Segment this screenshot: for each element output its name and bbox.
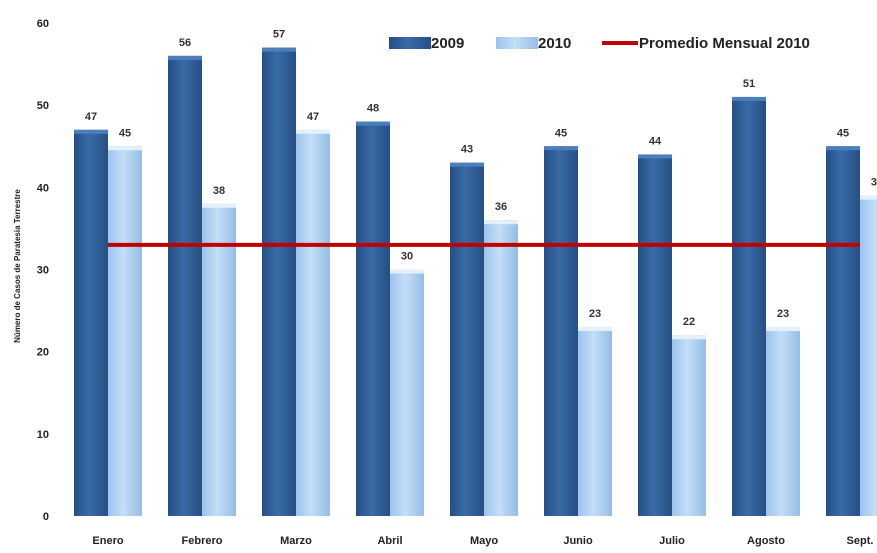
bar-2009 bbox=[262, 47, 296, 517]
x-tick-label: Enero bbox=[92, 535, 123, 547]
bar-2010-top-face bbox=[202, 203, 236, 208]
x-tick-label: Febrero bbox=[182, 535, 223, 547]
legend-item-2009-label: 2009 bbox=[431, 35, 464, 52]
legend-item-average-label: Promedio Mensual 2010 bbox=[639, 35, 810, 52]
bar-2009-top-face bbox=[74, 129, 108, 134]
data-label: 23 bbox=[777, 308, 789, 320]
bar-2009-top-face bbox=[450, 162, 484, 167]
bar-2010 bbox=[672, 335, 706, 516]
y-tick-label: 40 bbox=[37, 182, 49, 194]
bar-2010 bbox=[108, 146, 142, 516]
data-label: 57 bbox=[273, 29, 285, 41]
bar-2010-top-face bbox=[484, 220, 518, 225]
legend-item-2009-swatch bbox=[389, 37, 431, 49]
x-axis-labels: Enero Febrero Marzo Abril Mayo Junio Julio Agos… bbox=[92, 535, 873, 547]
y-tick-label: 50 bbox=[37, 100, 49, 112]
bar-2010-top-face bbox=[390, 269, 424, 274]
bar-2010 bbox=[766, 327, 800, 516]
bar-2009 bbox=[826, 146, 860, 516]
legend-item-2010-swatch bbox=[496, 37, 538, 49]
y-tick-label: 30 bbox=[37, 265, 49, 277]
bar-2009-top-face bbox=[168, 55, 202, 60]
bar-2009 bbox=[450, 162, 484, 516]
bar-2009 bbox=[732, 96, 766, 516]
y-tick-label: 60 bbox=[37, 18, 49, 30]
data-label: 47 bbox=[85, 111, 97, 123]
bar-2009-top-face bbox=[356, 121, 390, 126]
legend-item-2010-label: 2010 bbox=[538, 35, 571, 52]
bar-2010 bbox=[390, 269, 424, 516]
data-label: 56 bbox=[179, 37, 191, 49]
data-label: 30 bbox=[401, 251, 413, 263]
bar-2009-top-face bbox=[732, 96, 766, 101]
x-tick-label: Junio bbox=[563, 535, 593, 547]
y-tick-label: 0 bbox=[43, 511, 49, 523]
bar-2010-top-face bbox=[296, 129, 330, 134]
bar-2010-top-face bbox=[766, 327, 800, 332]
bar-2010 bbox=[860, 195, 877, 517]
data-label: 38 bbox=[213, 185, 225, 197]
y-tick-label: 10 bbox=[37, 429, 49, 441]
bar-2010-top-face bbox=[860, 195, 877, 200]
x-tick-label: Mayo bbox=[470, 535, 498, 547]
y-tick-label: 20 bbox=[37, 347, 49, 359]
bar-2009-top-face bbox=[638, 154, 672, 159]
data-label: 47 bbox=[307, 111, 319, 123]
bar-2009-top-face bbox=[262, 47, 296, 52]
bar-2010 bbox=[296, 129, 330, 517]
bar-2009 bbox=[638, 154, 672, 516]
bar-2009-top-face bbox=[544, 146, 578, 151]
data-label: 22 bbox=[683, 316, 695, 328]
x-tick-label: Agosto bbox=[747, 535, 785, 547]
bar-2009 bbox=[544, 146, 578, 516]
bar-2010-top-face bbox=[672, 335, 706, 340]
bar-2010-top-face bbox=[578, 327, 612, 332]
x-tick-label: Marzo bbox=[280, 535, 312, 547]
x-tick-label: Sept. bbox=[847, 535, 874, 547]
data-label: 43 bbox=[461, 144, 473, 156]
bars bbox=[74, 47, 877, 517]
y-axis-ticks: 0 10 20 30 40 50 60 bbox=[37, 18, 49, 523]
data-label: 51 bbox=[743, 78, 755, 90]
data-labels: 47 45 56 38 57 47 48 30 43 36 45 23 44 22 51 23 45 39 bbox=[85, 29, 877, 329]
bar-2010 bbox=[578, 327, 612, 516]
bar-2010 bbox=[484, 220, 518, 516]
data-label: 36 bbox=[495, 201, 507, 213]
data-label: 48 bbox=[367, 103, 379, 115]
bar-2009-top-face bbox=[826, 146, 860, 151]
data-label: 45 bbox=[119, 127, 131, 139]
data-label: 39 bbox=[871, 177, 877, 189]
bar-2010 bbox=[202, 203, 236, 516]
data-label: 45 bbox=[837, 127, 849, 139]
data-label: 45 bbox=[555, 127, 567, 139]
data-label: 44 bbox=[649, 135, 662, 147]
data-label: 23 bbox=[589, 308, 601, 320]
bar-2010-top-face bbox=[108, 146, 142, 151]
x-tick-label: Julio bbox=[659, 535, 685, 547]
x-tick-label: Abril bbox=[377, 535, 402, 547]
y-axis-title: Número de Casos de Paratesia Terrestre bbox=[13, 189, 22, 343]
bar-2009 bbox=[356, 121, 390, 516]
bar-2009 bbox=[168, 55, 202, 516]
bar-2009 bbox=[74, 129, 108, 517]
legend: 2009 2010 Promedio Mensual 2010 bbox=[389, 35, 810, 52]
